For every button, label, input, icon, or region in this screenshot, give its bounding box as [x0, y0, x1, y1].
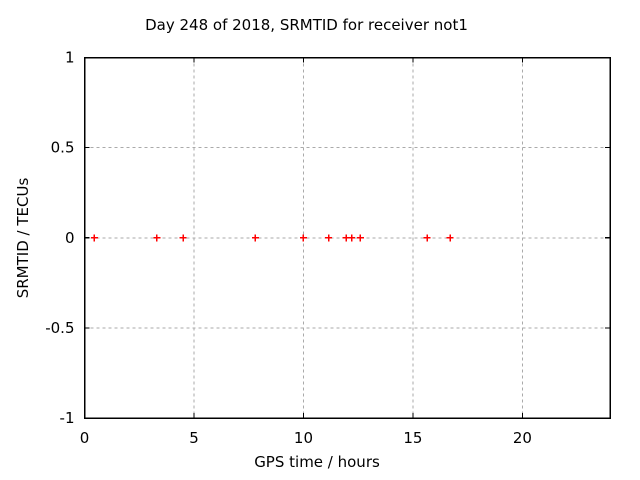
data-point-marker [179, 234, 187, 242]
data-point-marker [153, 234, 161, 242]
data-point-marker [423, 234, 431, 242]
y-tick-label: -1 [60, 409, 75, 427]
x-tick-label: 15 [403, 429, 422, 447]
x-tick-label: 20 [513, 429, 532, 447]
y-axis-label: SRMTID / TECUs [14, 177, 32, 299]
x-tick-label: 5 [189, 429, 199, 447]
data-point-marker [348, 234, 356, 242]
x-tick-label: 0 [80, 429, 90, 447]
data-point-marker [251, 234, 259, 242]
x-tick-label: 10 [294, 429, 313, 447]
y-tick-label: -0.5 [45, 319, 74, 337]
data-point-marker [325, 234, 333, 242]
x-axis-label: GPS time / hours [254, 453, 380, 471]
chart-title: Day 248 of 2018, SRMTID for receiver not… [145, 16, 468, 34]
y-tick-label: 0 [65, 229, 75, 247]
data-point-marker [299, 234, 307, 242]
data-point-marker [446, 234, 454, 242]
y-tick-label: 1 [65, 49, 75, 67]
data-point-marker [356, 234, 364, 242]
y-tick-label: 0.5 [51, 139, 75, 157]
data-point-marker [90, 234, 98, 242]
